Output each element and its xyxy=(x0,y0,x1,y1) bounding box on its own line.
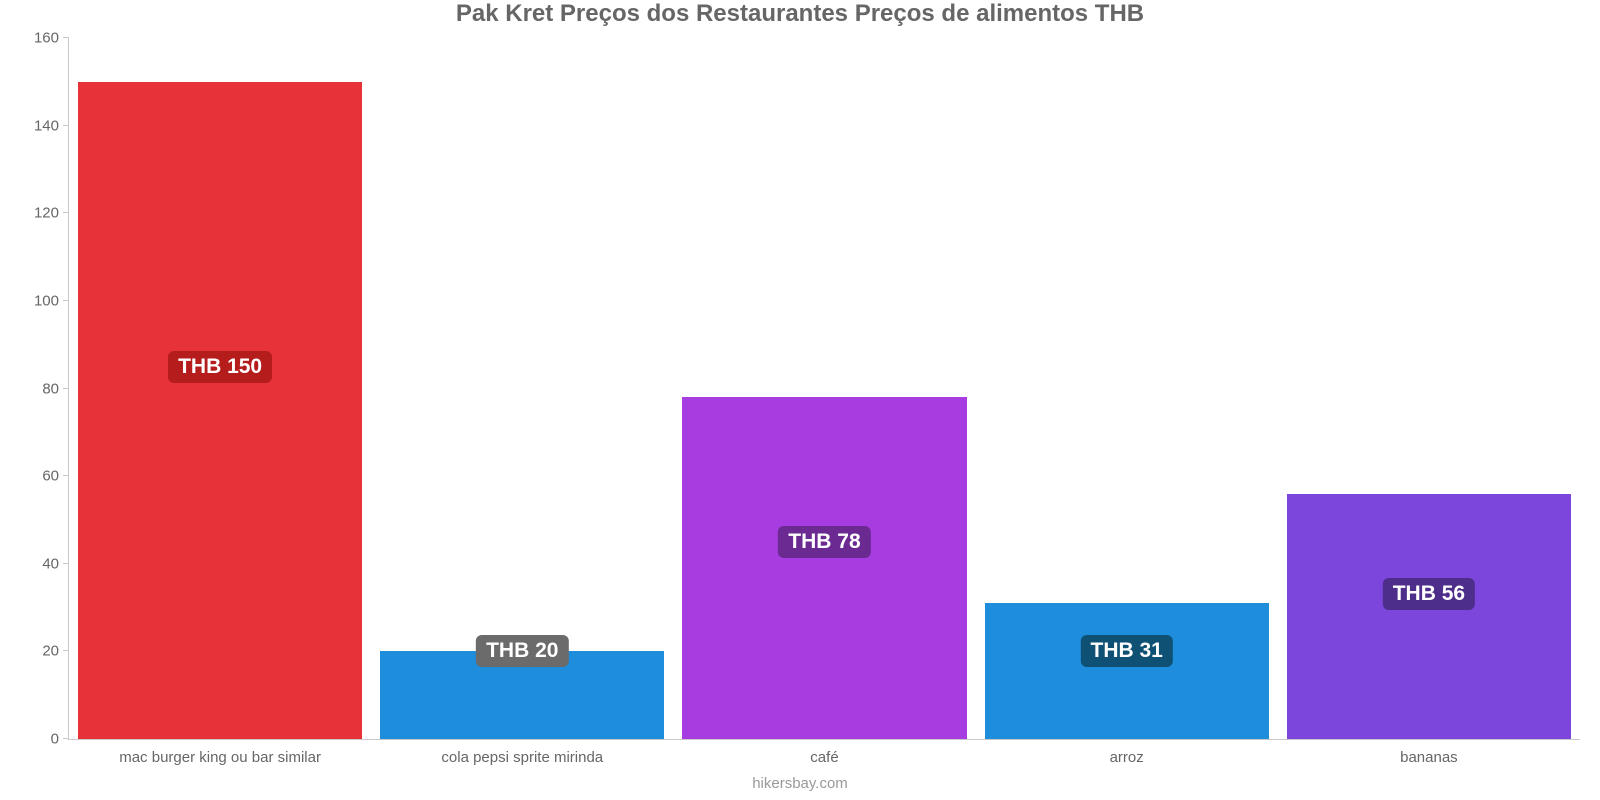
y-tick-label: 80 xyxy=(42,380,69,397)
bar xyxy=(78,82,362,739)
value-badge: THB 150 xyxy=(168,351,272,383)
x-tick-label: bananas xyxy=(1400,739,1458,766)
y-tick-label: 140 xyxy=(34,117,69,134)
x-tick-label: arroz xyxy=(1110,739,1144,766)
bar-slot: THB 78café xyxy=(673,38,975,739)
y-tick-label: 120 xyxy=(34,205,69,222)
y-tick-label: 40 xyxy=(42,555,69,572)
bar-slot: THB 56bananas xyxy=(1278,38,1580,739)
value-badge: THB 56 xyxy=(1383,578,1475,610)
value-badge: THB 31 xyxy=(1081,635,1173,667)
bar xyxy=(985,603,1269,739)
bar xyxy=(1287,494,1571,739)
bar-slot: THB 20cola pepsi sprite mirinda xyxy=(371,38,673,739)
x-tick-label: mac burger king ou bar similar xyxy=(119,739,321,766)
x-tick-label: café xyxy=(810,739,838,766)
bar xyxy=(682,397,966,739)
plot-area: 020406080100120140160THB 150mac burger k… xyxy=(68,38,1580,740)
y-tick-label: 160 xyxy=(34,30,69,47)
y-tick-label: 60 xyxy=(42,468,69,485)
y-tick-label: 20 xyxy=(42,643,69,660)
x-tick-label: cola pepsi sprite mirinda xyxy=(441,739,603,766)
price-bar-chart: Pak Kret Preços dos Restaurantes Preços … xyxy=(0,0,1600,800)
chart-title: Pak Kret Preços dos Restaurantes Preços … xyxy=(0,0,1600,28)
value-badge: THB 20 xyxy=(476,635,568,667)
y-tick-label: 100 xyxy=(34,292,69,309)
bar-slot: THB 31arroz xyxy=(976,38,1278,739)
bar-slot: THB 150mac burger king ou bar similar xyxy=(69,38,371,739)
value-badge: THB 78 xyxy=(778,526,870,558)
y-tick-label: 0 xyxy=(51,731,69,748)
chart-footer: hikersbay.com xyxy=(0,775,1600,792)
